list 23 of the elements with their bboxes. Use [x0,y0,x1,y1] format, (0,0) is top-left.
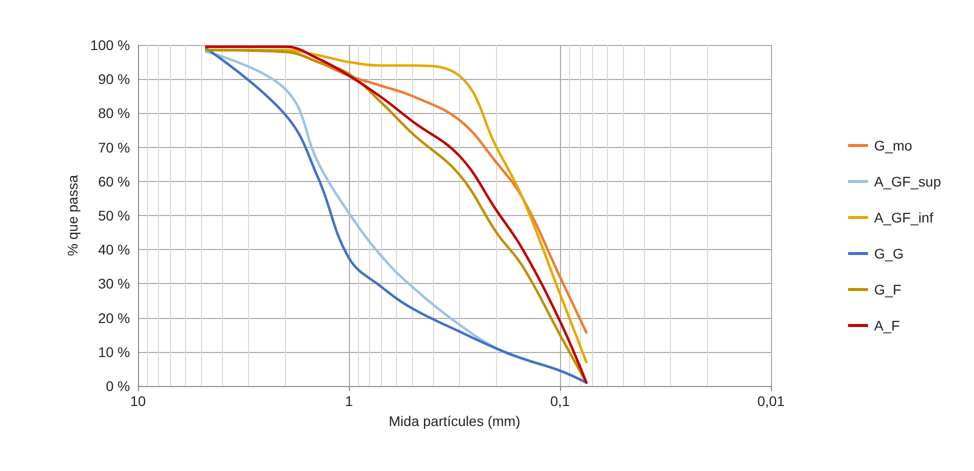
y-tick-label: 0 % [106,378,130,394]
legend-label: A_GF_sup [874,174,942,190]
y-tick-label: 100 % [90,37,130,53]
y-tick-label: 80 % [98,105,130,122]
legend-label: G_G [874,246,904,262]
x-tick-label: 0,1 [550,393,570,409]
y-axis-title: % que passa [64,174,80,256]
legend-label: G_F [874,282,902,298]
x-axis-title: Mida partícules (mm) [388,413,520,429]
y-tick-label: 10 % [98,344,130,360]
x-tick-label: 1 [345,393,354,409]
legend-label: A_F [874,318,900,334]
x-tick-label: 0,01 [757,393,785,409]
x-tick-label: 10 [130,393,146,409]
legend-label: G_mo [874,138,912,154]
y-tick-label: 40 % [98,242,130,258]
y-tick-label: 60 % [98,173,130,190]
y-tick-label: 90 % [98,71,130,88]
y-tick-label: 20 % [98,310,130,326]
y-tick-label: 70 % [98,139,130,156]
y-tick-label: 30 % [98,276,130,292]
legend-label: A_GF_inf [874,210,934,226]
y-tick-label: 50 % [98,208,130,224]
